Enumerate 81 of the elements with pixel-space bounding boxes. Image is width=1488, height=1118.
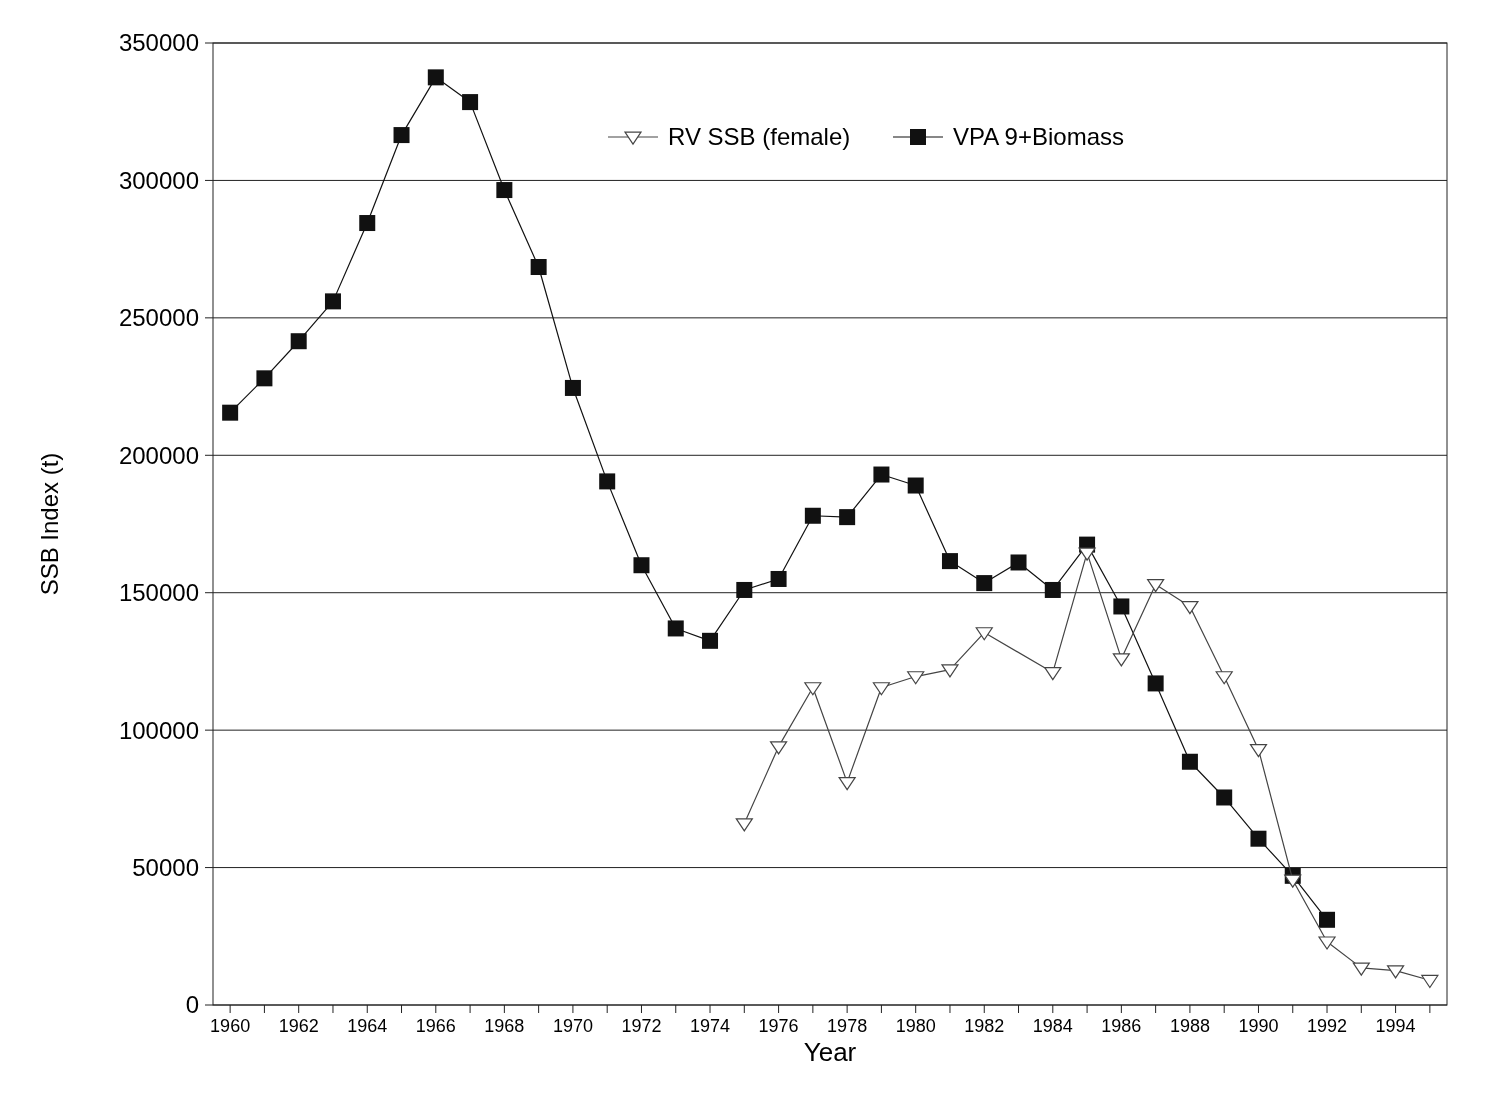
y-tick-label: 300000 — [118, 166, 199, 194]
x-tick-label: 1966 — [415, 1016, 456, 1036]
x-tick-label: 1978 — [827, 1016, 868, 1036]
x-tick-label: 1960 — [210, 1016, 251, 1036]
x-tick-label: 1972 — [621, 1016, 662, 1036]
point — [633, 557, 650, 574]
point — [770, 570, 787, 587]
x-tick-label: 1974 — [690, 1016, 731, 1036]
point — [496, 182, 513, 199]
point — [975, 627, 993, 641]
point — [736, 581, 753, 598]
point — [1215, 671, 1233, 685]
x-tick-label: 1986 — [1101, 1016, 1142, 1036]
x-tick-label: 1992 — [1307, 1016, 1348, 1036]
point — [735, 818, 753, 832]
y-tick-label: 350000 — [118, 29, 199, 57]
point — [667, 620, 684, 637]
x-tick-label: 1964 — [347, 1016, 388, 1036]
point — [1352, 962, 1370, 976]
y-tick-label: 50000 — [132, 853, 199, 881]
point — [1113, 598, 1130, 615]
point — [839, 509, 856, 526]
point — [599, 473, 616, 490]
y-tick-label: 200000 — [118, 441, 199, 469]
point — [1044, 581, 1061, 598]
x-tick-label: 1988 — [1169, 1016, 1210, 1036]
point — [873, 466, 890, 483]
point — [359, 215, 376, 232]
point — [1181, 753, 1198, 770]
x-tick-label: 1994 — [1375, 1016, 1416, 1036]
point — [1319, 911, 1336, 928]
x-tick-label: 1970 — [552, 1016, 593, 1036]
point — [804, 507, 821, 524]
point — [838, 776, 856, 791]
point — [222, 404, 239, 421]
point — [290, 333, 307, 350]
point — [462, 94, 479, 111]
y-axis-title: SSB Index (t) — [36, 452, 63, 596]
point — [564, 379, 581, 396]
x-tick-label: 1976 — [758, 1016, 799, 1036]
point — [1250, 830, 1267, 847]
point — [427, 69, 444, 86]
point — [941, 553, 958, 570]
x-tick-label: 1990 — [1238, 1016, 1279, 1036]
point — [1010, 554, 1027, 571]
point — [1249, 743, 1268, 758]
x-axis-title: Year — [803, 1037, 857, 1067]
point — [1078, 547, 1096, 561]
point — [1421, 974, 1439, 989]
point — [872, 682, 891, 696]
point — [941, 664, 959, 678]
point — [1147, 675, 1164, 692]
y-tick-label: 150000 — [118, 579, 199, 607]
point — [769, 741, 788, 755]
x-tick-label: 1984 — [1032, 1016, 1073, 1036]
point — [1181, 601, 1199, 615]
point — [393, 127, 410, 144]
point — [1318, 936, 1336, 950]
legend-label: VPA 9+Biomass — [953, 123, 1124, 151]
x-tick-label: 1962 — [278, 1016, 319, 1036]
point — [324, 293, 341, 310]
point — [1386, 965, 1405, 979]
point — [702, 632, 719, 649]
x-tick-label: 1982 — [964, 1016, 1005, 1036]
point — [1216, 789, 1233, 806]
x-tick-label: 1968 — [484, 1016, 525, 1036]
point — [530, 259, 547, 276]
y-tick-label: 100000 — [118, 716, 199, 744]
point — [907, 477, 924, 494]
legend-label: RV SSB (female) — [668, 123, 851, 151]
point — [976, 575, 993, 592]
point — [1044, 667, 1062, 681]
point — [1147, 579, 1165, 593]
y-tick-label: 250000 — [118, 304, 199, 332]
y-tick-label: 0 — [185, 991, 199, 1019]
point — [256, 370, 273, 387]
point — [1112, 653, 1130, 667]
point — [804, 682, 822, 696]
x-tick-label: 1980 — [895, 1016, 936, 1036]
point — [1284, 874, 1302, 888]
point — [907, 671, 925, 685]
